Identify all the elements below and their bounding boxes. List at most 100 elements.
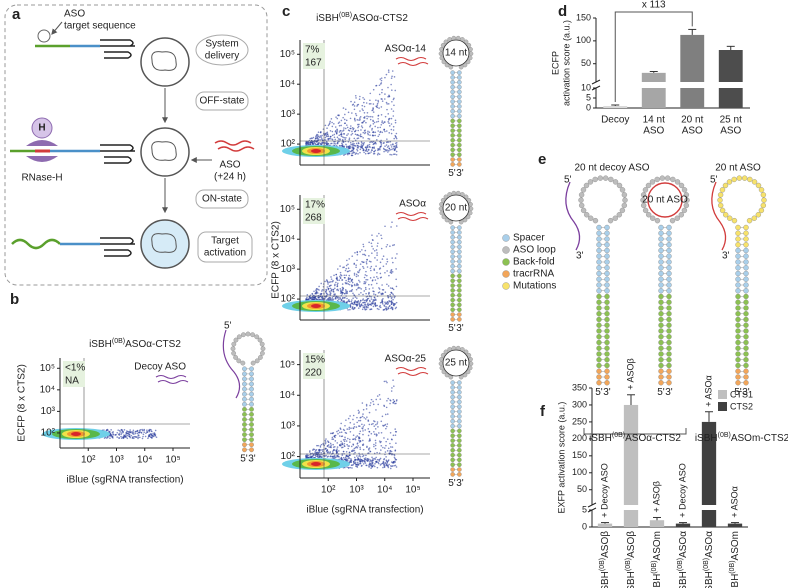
density-dot [347, 448, 349, 450]
density-dot [387, 438, 389, 440]
density-dot [384, 466, 386, 468]
density-dot [368, 466, 370, 468]
density-dot [327, 449, 329, 451]
density-dot [121, 429, 123, 431]
density-core [311, 462, 321, 466]
density-dot [375, 294, 377, 296]
density-dot [383, 255, 385, 257]
density-dot [395, 278, 397, 280]
bar [650, 520, 664, 527]
density-dot [380, 307, 382, 309]
density-dot [362, 110, 364, 112]
density-dot [393, 435, 395, 437]
density-dot [342, 117, 344, 119]
nucleotide [736, 375, 741, 380]
density-dot [356, 251, 358, 253]
legend-swatch [718, 402, 727, 411]
density-dot [375, 440, 377, 442]
density-dot [354, 426, 356, 428]
density-dot [327, 135, 329, 137]
density-dot [393, 115, 395, 117]
rna-scaffold [100, 40, 135, 58]
density-dot [358, 280, 360, 282]
density-dot [339, 288, 341, 290]
density-dot [344, 443, 346, 445]
density-dot [376, 452, 378, 454]
density-dot [348, 139, 350, 141]
density-dot [122, 431, 124, 433]
density-dot [326, 127, 328, 129]
quadrant-count: 167 [305, 58, 322, 69]
density-dot [366, 118, 368, 120]
x-tick-label-part: (0B) [599, 558, 606, 571]
density-dot [365, 281, 367, 283]
nucleotide [451, 293, 455, 297]
nucleotide [451, 298, 455, 302]
density-dot [372, 301, 374, 303]
density-dot [357, 124, 359, 126]
density-dot [388, 308, 390, 310]
density-dot [343, 154, 345, 156]
density-dot [343, 451, 345, 453]
density-dot [370, 151, 372, 153]
density-dot [364, 300, 366, 302]
density-dot [345, 275, 347, 277]
density-dot [375, 85, 377, 87]
x-tick-label: iSBH(0B)ASOα [677, 531, 689, 588]
density-dot [331, 290, 333, 292]
density-dot [362, 440, 364, 442]
density-dot [368, 420, 370, 422]
density-dot [381, 89, 383, 91]
density-dot [382, 463, 384, 465]
density-dot [335, 143, 337, 145]
nucleotide [451, 75, 455, 79]
nucleotide [246, 332, 250, 336]
cell [141, 220, 189, 268]
density-dot [119, 431, 121, 433]
density-dot [349, 270, 351, 272]
nucleotide [457, 133, 461, 137]
x-tick-label: 10² [81, 455, 96, 466]
density-dot [385, 428, 387, 430]
density-dot [352, 450, 354, 452]
nucleotide [249, 443, 253, 447]
y-tick-label: 250 [572, 416, 587, 426]
nucleotide [756, 212, 761, 217]
panel-label: c [282, 3, 290, 20]
density-dot [387, 423, 389, 425]
density-dot [307, 455, 309, 457]
density-dot [327, 283, 329, 285]
nucleotide [451, 95, 455, 99]
density-dot [147, 438, 149, 440]
density-dot [394, 456, 396, 458]
nucleotide [605, 277, 610, 282]
density-dot [389, 403, 391, 405]
density-dot [380, 420, 382, 422]
density-dot [126, 430, 128, 432]
density-dot [362, 428, 364, 430]
density-dot [380, 445, 382, 447]
density-dot [341, 275, 343, 277]
nucleotide [469, 207, 473, 211]
density-dot [371, 399, 373, 401]
x-tick-label: iSBH(0B)ASOβ [625, 531, 637, 588]
density-dot [395, 268, 397, 270]
density-core [71, 432, 81, 436]
density-dot [374, 257, 376, 259]
y-tick-label: 10 [581, 82, 591, 92]
density-dot [332, 289, 334, 291]
density-dot [388, 95, 390, 97]
density-dot [369, 99, 371, 101]
nucleotide [605, 300, 610, 305]
x-axis-label: iBlue (sgRNA transfection) [306, 505, 423, 516]
bar [676, 524, 690, 527]
density-dot [356, 417, 358, 419]
density-dot [328, 441, 330, 443]
density-dot [388, 118, 390, 120]
nucleotide [457, 264, 461, 268]
density-dot [365, 153, 367, 155]
nucleotide [605, 265, 610, 270]
density-dot [374, 304, 376, 306]
density-dot [383, 425, 385, 427]
strand-end: 3' [722, 251, 730, 262]
